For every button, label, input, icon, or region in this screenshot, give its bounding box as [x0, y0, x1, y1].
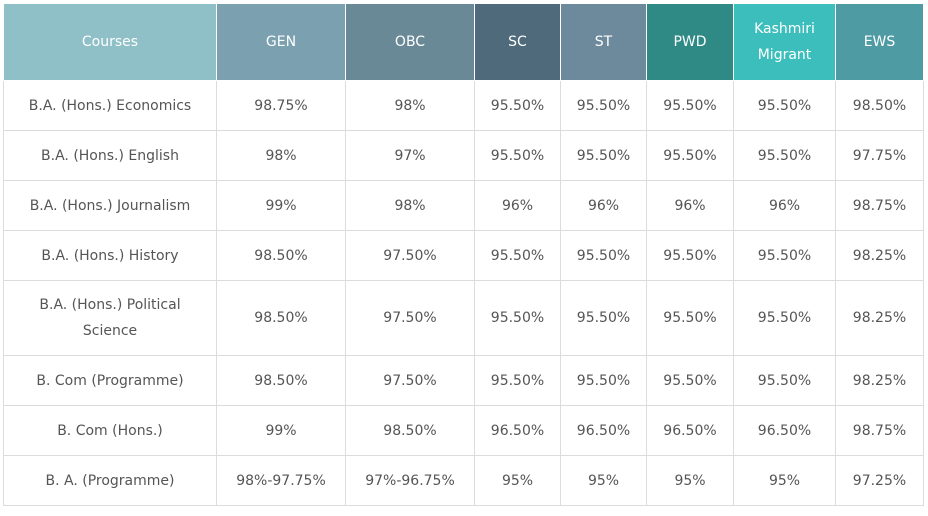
cutoff-cell: 95%: [474, 455, 561, 506]
cutoff-cell: 98.25%: [835, 230, 924, 281]
cutoff-cell: 95.50%: [646, 230, 734, 281]
cutoff-cell: 95.50%: [474, 355, 561, 406]
cutoff-cell: 97.50%: [345, 355, 475, 406]
table-row: B. Com (Hons.) 99% 98.50% 96.50% 96.50% 96.50…: [3, 405, 924, 456]
cutoff-cell: 95.50%: [560, 230, 647, 281]
table-row: B.A. (Hons.) Political Science 98.50% 97.5…: [3, 280, 924, 356]
course-cell: B. Com (Programme): [3, 355, 217, 406]
cutoff-cell: 99%: [216, 180, 346, 231]
cutoff-cell: 98.75%: [216, 80, 346, 131]
cutoff-cell: 97%: [345, 130, 475, 181]
cutoff-cell: 98.50%: [835, 80, 924, 131]
cutoff-cell: 98.50%: [216, 280, 346, 356]
cutoff-cell: 95%: [733, 455, 836, 506]
cutoff-cell: 97.50%: [345, 280, 475, 356]
cutoff-cell: 98%-97.75%: [216, 455, 346, 506]
course-cell: B.A. (Hons.) History: [3, 230, 217, 281]
cutoff-cell: 96%: [733, 180, 836, 231]
column-header: SC: [474, 3, 561, 81]
cutoff-cell: 98%: [216, 130, 346, 181]
course-cell: B.A. (Hons.) Political Science: [3, 280, 217, 356]
cutoff-cell: 96%: [560, 180, 647, 231]
table-row: B.A. (Hons.) English 98% 97% 95.50% 95.50% 95…: [3, 130, 924, 181]
cutoff-cell: 98.50%: [345, 405, 475, 456]
course-cell: B.A. (Hons.) English: [3, 130, 217, 181]
cutoff-cell: 98.75%: [835, 180, 924, 231]
cutoff-cell: 95.50%: [646, 130, 734, 181]
cutoff-cell: 98%: [345, 180, 475, 231]
course-cell: B. A. (Programme): [3, 455, 217, 506]
cutoff-cell: 95.50%: [733, 80, 836, 131]
cutoff-cell: 95.50%: [560, 80, 647, 131]
course-cell: B.A. (Hons.) Economics: [3, 80, 217, 131]
cutoff-cell: 95%: [560, 455, 647, 506]
cutoff-cell: 96%: [474, 180, 561, 231]
cutoff-cell: 97%-96.75%: [345, 455, 475, 506]
column-header: PWD: [646, 3, 734, 81]
cutoff-cell: 95%: [646, 455, 734, 506]
table-row: B. Com (Programme) 98.50% 97.50% 95.50% 95.5…: [3, 355, 924, 406]
cutoff-cell: 95.50%: [560, 280, 647, 356]
cutoff-cell: 99%: [216, 405, 346, 456]
table-row: B.A. (Hons.) History 98.50% 97.50% 95.50% 95…: [3, 230, 924, 281]
cutoff-cell: 98%: [345, 80, 475, 131]
cutoff-table: Courses GEN OBC SC ST PWD Kashmiri Migrant EWS …: [3, 3, 924, 506]
column-header: Courses: [3, 3, 217, 81]
column-header: GEN: [216, 3, 346, 81]
table-body: B.A. (Hons.) Economics 98.75% 98% 95.50% 95.…: [3, 80, 924, 506]
cutoff-cell: 96.50%: [733, 405, 836, 456]
table-row: B.A. (Hons.) Economics 98.75% 98% 95.50% 95.…: [3, 80, 924, 131]
cutoff-cell: 95.50%: [646, 280, 734, 356]
course-cell: B. Com (Hons.): [3, 405, 217, 456]
cutoff-cell: 95.50%: [733, 130, 836, 181]
cutoff-cell: 95.50%: [646, 355, 734, 406]
cutoff-cell: 95.50%: [733, 355, 836, 406]
column-header: EWS: [835, 3, 924, 81]
cutoff-cell: 95.50%: [474, 280, 561, 356]
cutoff-cell: 98.25%: [835, 355, 924, 406]
cutoff-cell: 95.50%: [560, 130, 647, 181]
cutoff-cell: 97.50%: [345, 230, 475, 281]
column-header: Kashmiri Migrant: [733, 3, 836, 81]
course-cell: B.A. (Hons.) Journalism: [3, 180, 217, 231]
cutoff-cell: 95.50%: [474, 80, 561, 131]
table-row: B. A. (Programme) 98%-97.75% 97%-96.75% 95%…: [3, 455, 924, 506]
cutoff-cell: 95.50%: [646, 80, 734, 131]
cutoff-cell: 96.50%: [560, 405, 647, 456]
cutoff-cell: 95.50%: [560, 355, 647, 406]
cutoff-cell: 95.50%: [733, 280, 836, 356]
column-header: OBC: [345, 3, 475, 81]
header-row: Courses GEN OBC SC ST PWD Kashmiri Migrant EWS: [3, 3, 924, 81]
cutoff-cell: 98.25%: [835, 280, 924, 356]
cutoff-cell: 97.75%: [835, 130, 924, 181]
table-row: B.A. (Hons.) Journalism 99% 98% 96% 96% 96% 96…: [3, 180, 924, 231]
column-header: ST: [560, 3, 647, 81]
cutoff-cell: 97.25%: [835, 455, 924, 506]
cutoff-cell: 95.50%: [474, 230, 561, 281]
cutoff-cell: 96.50%: [474, 405, 561, 456]
cutoff-cell: 95.50%: [733, 230, 836, 281]
cutoff-cell: 96.50%: [646, 405, 734, 456]
cutoff-cell: 95.50%: [474, 130, 561, 181]
cutoff-cell: 98.50%: [216, 230, 346, 281]
cutoff-cell: 98.50%: [216, 355, 346, 406]
cutoff-cell: 96%: [646, 180, 734, 231]
cutoff-cell: 98.75%: [835, 405, 924, 456]
